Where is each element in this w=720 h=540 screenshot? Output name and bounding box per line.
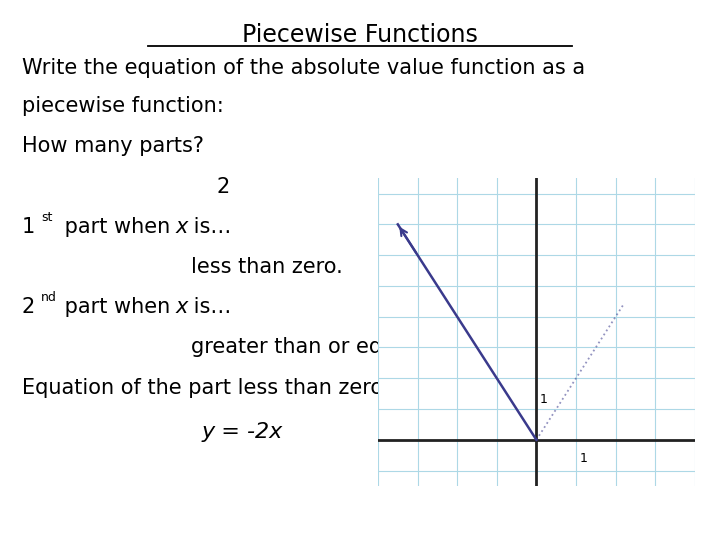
Text: How many parts?: How many parts? [22,136,204,156]
Text: part when: part when [58,217,176,237]
Text: x: x [176,217,188,237]
Text: less than zero.: less than zero. [191,257,343,277]
Text: Write the equation of the absolute value function as a: Write the equation of the absolute value… [22,58,585,78]
Text: 1: 1 [22,217,35,237]
Text: x: x [176,297,188,317]
Text: 1: 1 [539,393,547,406]
Text: 1: 1 [579,452,587,465]
Text: 2: 2 [216,177,229,197]
Text: 2: 2 [22,297,35,317]
Text: st: st [41,211,53,224]
Text: is…: is… [187,297,231,317]
Text: Equation of the part less than zero:: Equation of the part less than zero: [22,378,390,398]
Text: nd: nd [41,291,57,303]
Text: part when: part when [58,297,176,317]
Text: Piecewise Functions: Piecewise Functions [242,23,478,46]
Text: y = -2x: y = -2x [202,422,283,442]
Text: greater than or equal to zero.: greater than or equal to zero. [191,337,499,357]
Text: is…: is… [187,217,231,237]
Text: piecewise function:: piecewise function: [22,96,223,116]
